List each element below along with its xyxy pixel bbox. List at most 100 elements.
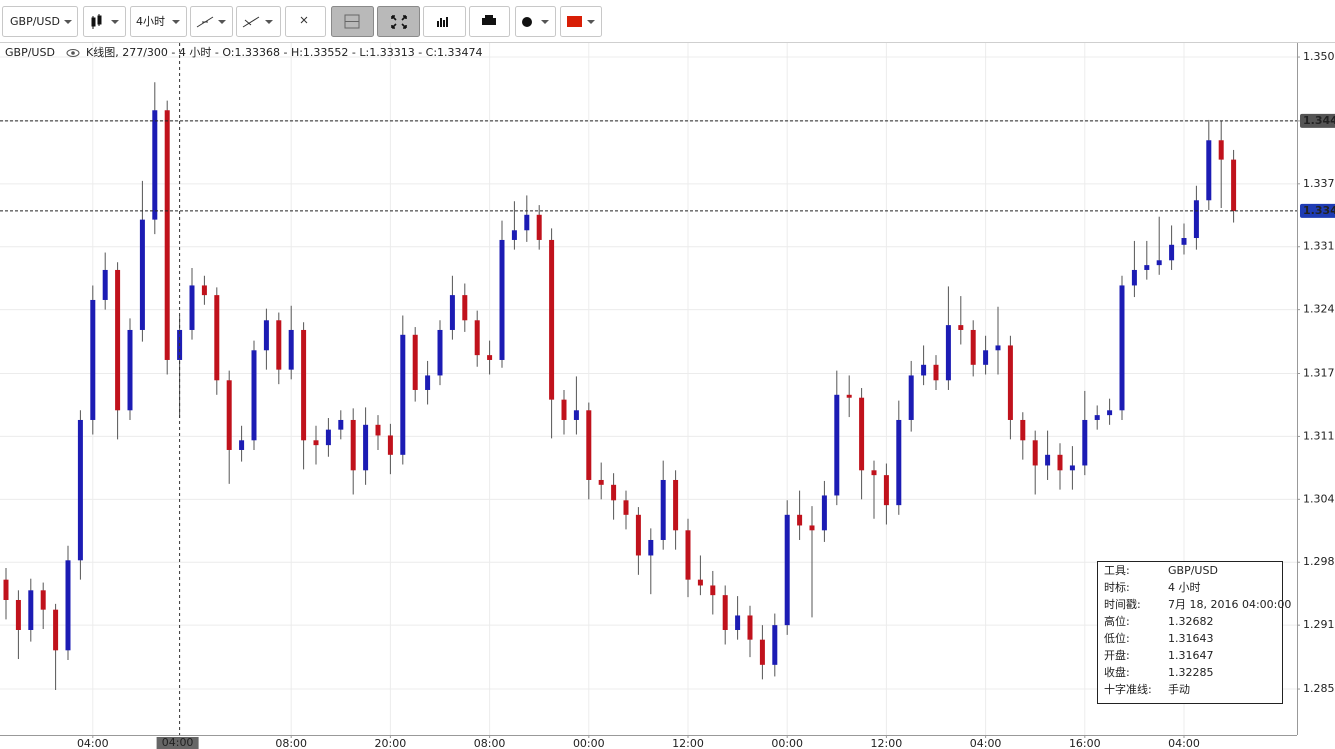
candle-body: [635, 514, 641, 556]
candle-body: [573, 410, 579, 420]
draw-tools-button[interactable]: [236, 6, 281, 37]
y-tick-label: 1.3375: [1303, 177, 1335, 190]
candle-body: [462, 295, 468, 321]
dropdown-arrow: [265, 20, 273, 24]
eye-outline: [66, 49, 80, 57]
candle-body: [28, 590, 34, 630]
y-tick-label: 1.3506: [1303, 50, 1335, 63]
candle-body: [375, 424, 381, 436]
candle-body: [983, 350, 989, 365]
dropdown-arrow: [587, 20, 595, 24]
price-label-bg: [1300, 203, 1335, 218]
crosshair-label: 04:00: [162, 736, 194, 749]
candle-body: [933, 364, 939, 381]
candle-body: [859, 397, 865, 471]
candle-body: [660, 479, 666, 540]
y-tick-label: 1.3245: [1303, 303, 1335, 316]
dropdown-arrow: [541, 20, 549, 24]
candle-body: [834, 394, 840, 496]
candle-body: [821, 495, 827, 531]
candle-body: [772, 625, 778, 665]
x-tick-label: 08:00: [474, 737, 506, 749]
candle-body: [896, 419, 902, 506]
x-tick-label: 12:00: [672, 737, 704, 749]
candle-body: [921, 364, 927, 376]
y-tick-label: 1.2919: [1303, 618, 1335, 631]
candle-body: [970, 329, 976, 365]
y-tick-label: 1.3179: [1303, 367, 1335, 380]
chart-type-button[interactable]: [83, 6, 126, 37]
draw-line-button[interactable]: [190, 6, 233, 37]
x-tick-label: 00:00: [573, 737, 605, 749]
info-value: 1.31643: [1168, 632, 1214, 645]
candle-body: [908, 375, 914, 420]
candle-body: [561, 399, 567, 420]
candle-body: [325, 429, 331, 446]
candle-body: [139, 219, 145, 330]
eye-icon: [66, 49, 80, 57]
print-icon: [485, 15, 493, 19]
candle-body: [338, 419, 344, 430]
y-tick-label: 1.3049: [1303, 492, 1335, 505]
tools-icon: [242, 16, 260, 28]
candle-body: [3, 579, 9, 600]
candle-body: [1045, 454, 1051, 466]
fullscreen-icon: [391, 15, 407, 29]
line-icon: [196, 16, 214, 28]
candle-body: [77, 419, 83, 561]
candle-body: [40, 590, 46, 610]
candle-body: [288, 329, 294, 370]
candle-body: [1231, 159, 1237, 211]
candle-body: [673, 479, 679, 531]
candle-body: [1094, 415, 1100, 420]
candle-body: [598, 479, 604, 485]
info-box: [1097, 561, 1283, 704]
candle-body: [1057, 454, 1063, 471]
candle-body: [1218, 140, 1224, 160]
x-tick-label: 20:00: [375, 737, 407, 749]
info-value: 4 小时: [1168, 581, 1201, 594]
candle-body: [251, 350, 257, 441]
candle-body: [586, 410, 592, 480]
info-value: 手动: [1168, 682, 1190, 696]
dropdown-arrow: [64, 20, 72, 24]
candle-body: [710, 585, 716, 596]
candle-body: [958, 325, 964, 330]
candle-body: [759, 639, 765, 665]
candle-body: [301, 329, 307, 441]
candle-body: [201, 285, 207, 296]
x-tick-label: 08:00: [275, 737, 307, 749]
candle-body: [263, 320, 269, 351]
fullscreen-button[interactable]: [377, 6, 420, 37]
timeframe-button-label: 4小时: [136, 15, 165, 28]
candle-body: [115, 269, 121, 411]
candle-body: [784, 514, 790, 626]
dropdown-arrow: [218, 20, 226, 24]
candle-body: [363, 424, 369, 471]
price-label: 1.3347: [1303, 204, 1335, 217]
dropdown-arrow: [172, 20, 180, 24]
candle-body: [747, 615, 753, 640]
grid: 1.3506 1.3440 1.3375 1.3310 1.3245 1.3179 1.31…: [0, 43, 1335, 749]
symbol-button[interactable]: [2, 6, 78, 37]
info-label: 收盘:: [1104, 665, 1130, 679]
candle-body: [53, 609, 59, 651]
candle-body: [474, 320, 480, 356]
y-tick-label: 1.2853: [1303, 682, 1335, 695]
info-label: 低位:: [1104, 631, 1130, 645]
candle-body: [1206, 140, 1212, 201]
candle-body: [387, 435, 393, 455]
symbol-button-label: GBP/USD: [10, 15, 60, 28]
timeframe-button[interactable]: [130, 6, 187, 37]
settings-button[interactable]: [515, 6, 556, 37]
candle-body: [487, 355, 493, 360]
candle-body: [425, 375, 431, 390]
candle-body: [65, 560, 71, 651]
y-tick-label: 1.3310: [1303, 240, 1335, 253]
indicator-icon: [437, 17, 448, 27]
candle-body: [226, 380, 232, 450]
candle-body: [1181, 238, 1187, 245]
